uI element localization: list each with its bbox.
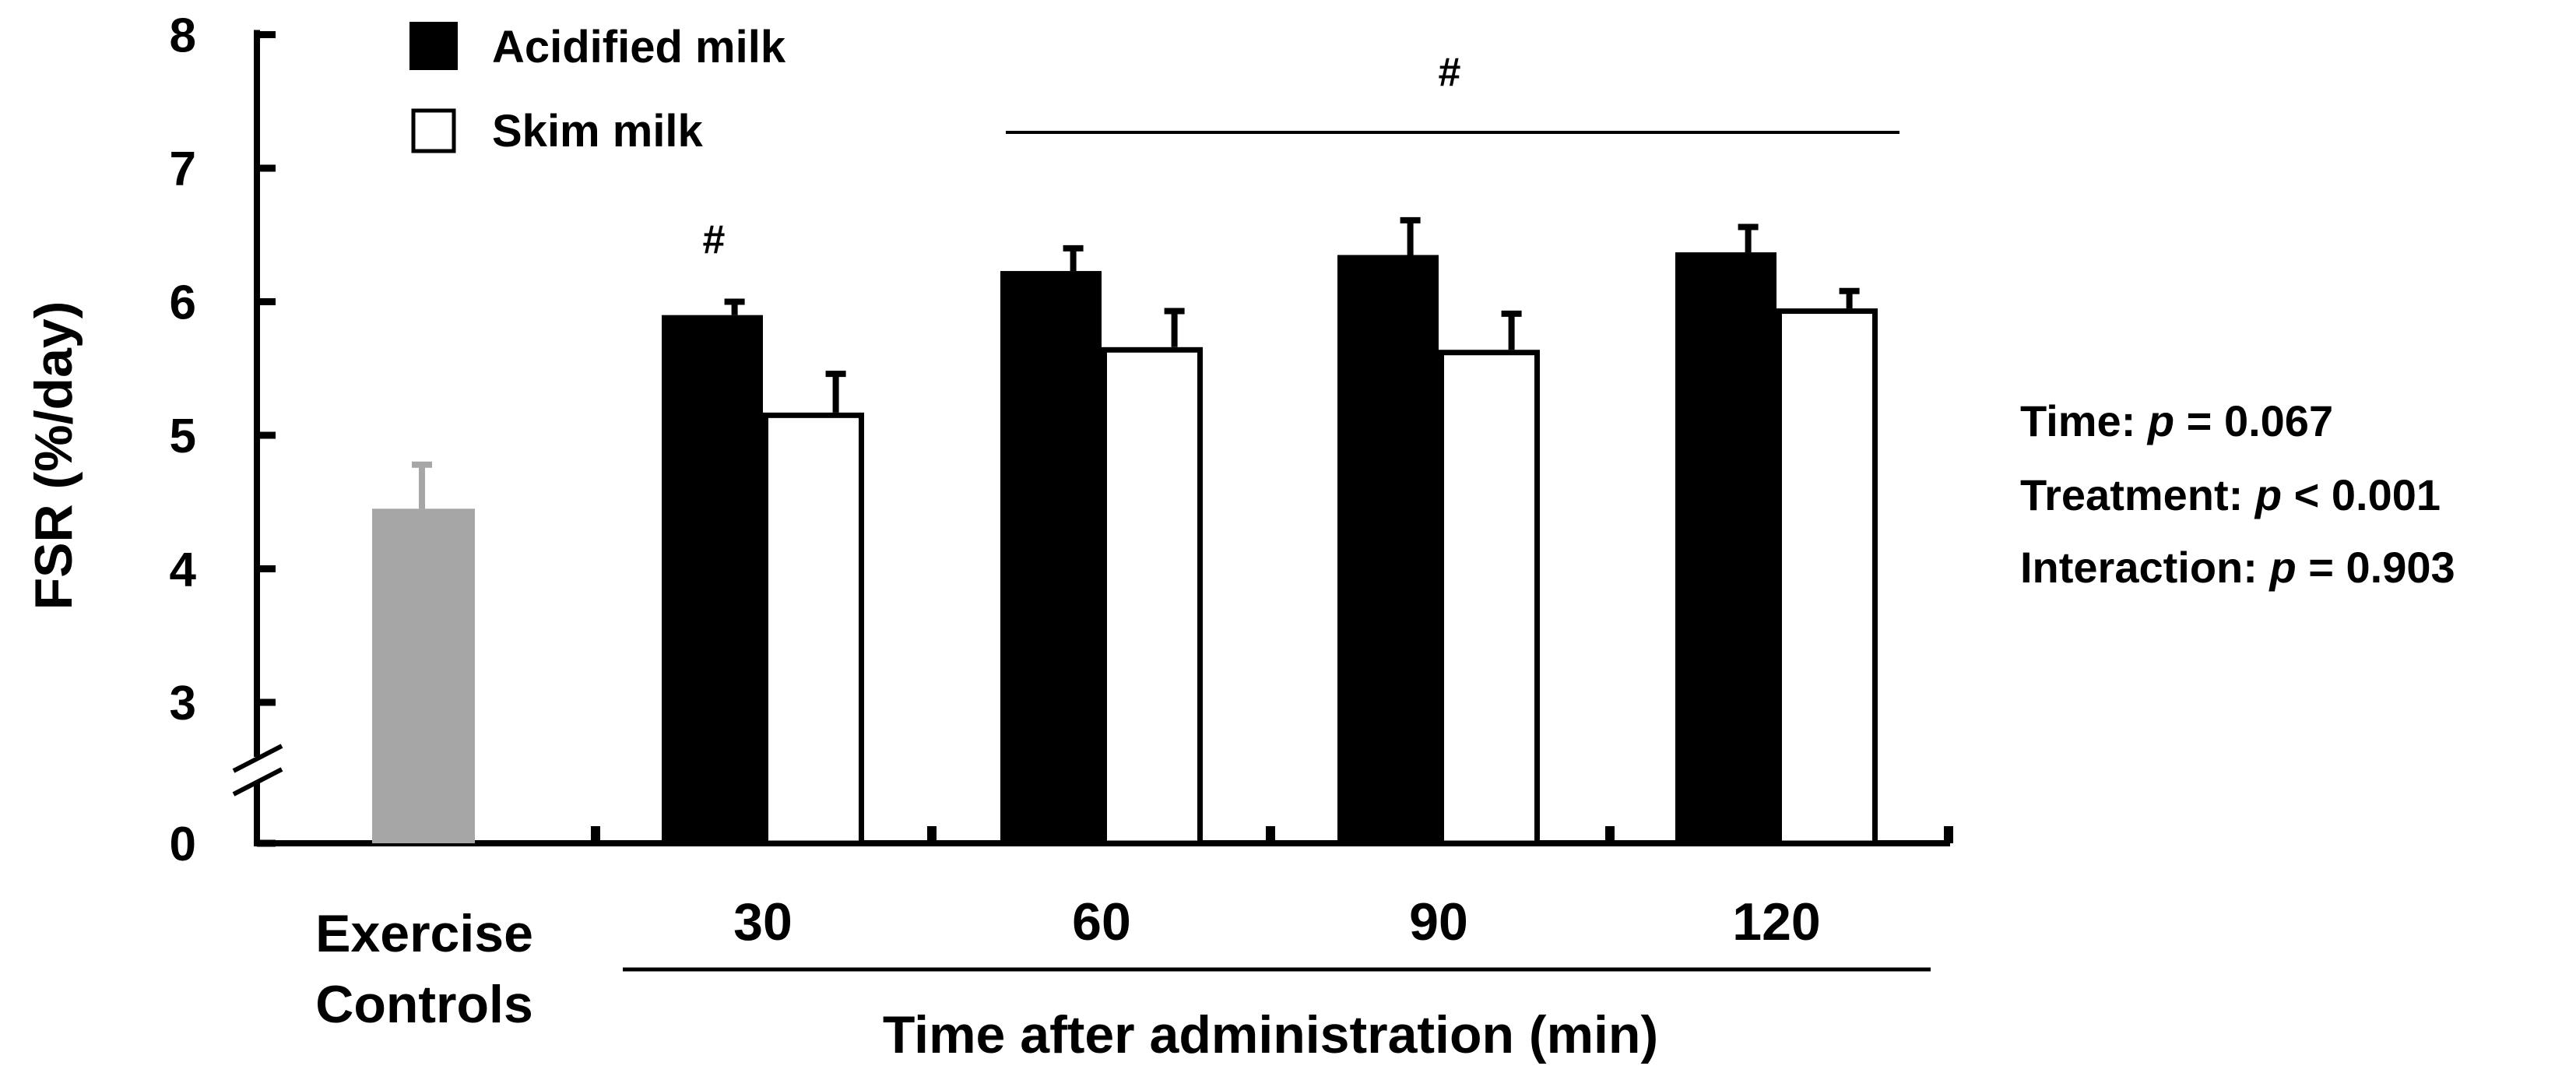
- y-tick-label: 4: [170, 544, 197, 597]
- significance-marker-30: #: [703, 217, 726, 262]
- stats-p-symbol: p: [2254, 470, 2282, 519]
- axis-break-mark: [232, 744, 283, 773]
- stats-p-symbol: p: [2268, 543, 2296, 592]
- x-category-label: 90: [1409, 892, 1468, 952]
- bar-skim-milk-90: [1439, 350, 1540, 846]
- legend-swatch-skim-milk: [411, 108, 456, 153]
- stats-line-3: Interaction: p = 0.903: [2020, 543, 2455, 592]
- significance-bracket-label: #: [1439, 50, 1461, 95]
- stats-label: Time:: [2020, 396, 2148, 445]
- bar-skim-milk-60: [1102, 347, 1203, 846]
- stats-line-2: Treatment: p < 0.001: [2020, 470, 2441, 519]
- bar-acidified-milk-90: [1337, 255, 1439, 844]
- x-category-label: 60: [1072, 892, 1131, 952]
- y-tick-label: 0: [170, 818, 196, 871]
- stats-label: Treatment:: [2020, 470, 2255, 519]
- y-tick-label: 5: [170, 410, 196, 463]
- x-control-label-line1: Exercise: [315, 904, 533, 963]
- stats-p-symbol: p: [2146, 396, 2174, 445]
- bar-exercise-controls: [372, 508, 475, 843]
- legend-label-acidified-milk: Acidified milk: [492, 22, 786, 72]
- bar-acidified-milk-120: [1675, 252, 1776, 843]
- y-tick-label: 7: [170, 142, 196, 196]
- y-tick-label: 8: [170, 9, 196, 63]
- stats-label: Interaction:: [2020, 543, 2269, 592]
- bar-acidified-milk-30: [662, 315, 763, 843]
- stats-line-1: Time: p = 0.067: [2020, 396, 2333, 445]
- legend-swatch-acidified-milk: [409, 22, 458, 70]
- y-tick-label: 3: [170, 677, 196, 730]
- axis-break-mark: [232, 767, 283, 797]
- y-tick-label: 6: [170, 276, 196, 330]
- stats-value: = 0.067: [2174, 396, 2333, 445]
- bar-acidified-milk-60: [1000, 271, 1102, 843]
- x-category-label: 120: [1732, 892, 1820, 952]
- x-control-label-line2: Controls: [315, 975, 533, 1034]
- x-category-label: 30: [733, 892, 792, 952]
- x-axis-title: Time after administration (min): [883, 1005, 1658, 1064]
- stats-value: = 0.903: [2297, 543, 2455, 592]
- stats-value: < 0.001: [2282, 470, 2441, 519]
- y-axis-title: FSR (%/day): [24, 301, 83, 610]
- bar-skim-milk-120: [1776, 308, 1878, 846]
- legend-label-skim-milk: Skim milk: [492, 106, 704, 157]
- bar-skim-milk-30: [763, 412, 864, 846]
